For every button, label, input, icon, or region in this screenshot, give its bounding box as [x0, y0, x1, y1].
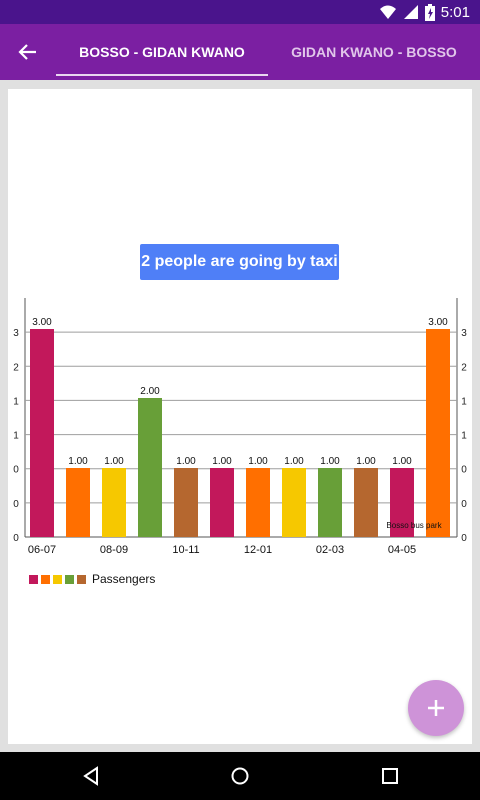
legend-swatch	[65, 575, 74, 584]
nav-back-button[interactable]	[75, 760, 107, 792]
nav-recents-button[interactable]	[374, 760, 406, 792]
add-button[interactable]	[408, 680, 464, 736]
status-bar: 5:01	[0, 0, 480, 24]
battery-icon	[425, 4, 435, 21]
back-button[interactable]	[8, 32, 48, 72]
tab-bosso-gidan-kwano[interactable]: BOSSO - GIDAN KWANO	[56, 24, 268, 80]
tab-gidan-kwano-bosso[interactable]: GIDAN KWANO - BOSSO	[268, 24, 480, 80]
arrow-back-icon	[18, 42, 38, 62]
status-icons: 5:01	[379, 3, 470, 21]
signal-icon	[403, 4, 419, 20]
legend-label: Passengers	[92, 572, 155, 586]
plus-icon	[426, 698, 446, 718]
wifi-icon	[379, 4, 397, 20]
legend-swatch	[77, 575, 86, 584]
back-triangle-icon	[81, 766, 101, 786]
app-bar: BOSSO - GIDAN KWANO GIDAN KWANO - BOSSO	[0, 24, 480, 80]
system-nav-bar	[0, 752, 480, 800]
legend-swatch	[41, 575, 50, 584]
legend-swatch	[29, 575, 38, 584]
summary-badge: 2 people are going by taxi	[140, 244, 339, 280]
status-time: 5:01	[441, 4, 470, 21]
chart-legend: Passengers	[29, 572, 155, 586]
home-circle-icon	[230, 766, 250, 786]
nav-home-button[interactable]	[224, 760, 256, 792]
legend-swatch	[53, 575, 62, 584]
recents-square-icon	[380, 766, 400, 786]
tab-indicator	[56, 74, 268, 76]
content-card	[8, 89, 472, 744]
